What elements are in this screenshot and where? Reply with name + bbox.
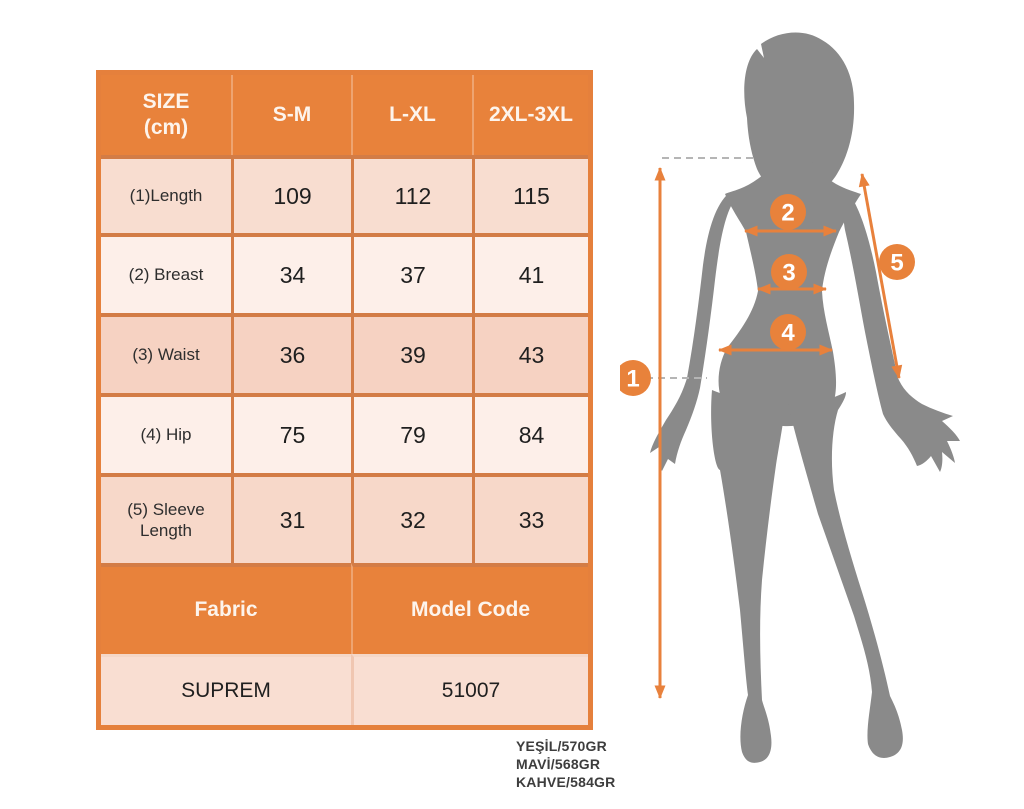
silhouette-right-leg: [788, 392, 903, 758]
size-value: 36: [231, 313, 351, 393]
marker-circle-2: [770, 194, 806, 230]
silhouette-head: [744, 32, 855, 197]
size-value: 79: [351, 393, 472, 473]
table-footer-value-row: SUPREM 51007: [101, 654, 588, 725]
size-value: 33: [472, 473, 588, 563]
table-row-length: (1)Length 109 112 115: [101, 155, 588, 233]
col-header-l-xl: L-XL: [351, 75, 472, 155]
fabric-header: Fabric: [101, 563, 351, 654]
size-value: 34: [231, 233, 351, 313]
row-label: (1)Length: [101, 155, 231, 233]
silhouette-left-leg: [711, 390, 785, 763]
size-value: 84: [472, 393, 588, 473]
table-header-row: SIZE (cm) S-M L-XL 2XL-3XL: [101, 75, 588, 155]
marker-label-1: 1: [626, 366, 639, 393]
row-label: (4) Hip: [101, 393, 231, 473]
size-value: 115: [472, 155, 588, 233]
female-silhouette: [650, 32, 960, 763]
measure-markers: 1 2 3 4 5: [620, 194, 915, 396]
weight-line: MAVİ/568GR: [516, 756, 601, 772]
col-header-2xl-3xl: 2XL-3XL: [472, 75, 588, 155]
model-code-header: Model Code: [351, 563, 588, 654]
size-value: 75: [231, 393, 351, 473]
body-measurement-figure: 1 2 3 4 5: [620, 32, 960, 763]
size-chart-table: SIZE (cm) S-M L-XL 2XL-3XL (1)Length 109…: [96, 70, 593, 730]
measurement-arrows: [654, 167, 903, 699]
fabric-value: SUPREM: [101, 654, 351, 725]
silhouette-left-arm: [650, 193, 735, 471]
marker-label-2: 2: [781, 200, 794, 227]
size-value: 37: [351, 233, 472, 313]
size-value: 39: [351, 313, 472, 393]
row-label: (2) Breast: [101, 233, 231, 313]
marker-circle-3: [771, 254, 807, 290]
marker-label-4: 4: [781, 320, 795, 347]
row-label: (3) Waist: [101, 313, 231, 393]
table-row-waist: (3) Waist 36 39 43: [101, 313, 588, 393]
table-row-breast: (2) Breast 34 37 41: [101, 233, 588, 313]
col-header-s-m: S-M: [231, 75, 351, 155]
marker-circle-5: [879, 244, 915, 280]
table-footer-header-row: Fabric Model Code: [101, 563, 588, 654]
marker-circle-1: [620, 360, 651, 396]
size-value: 32: [351, 473, 472, 563]
size-unit-line1: SIZE: [142, 89, 190, 113]
marker-label-3: 3: [782, 260, 795, 287]
size-value: 112: [351, 155, 472, 233]
size-unit-line2: (cm): [143, 116, 189, 139]
size-unit-header: SIZE (cm): [101, 75, 231, 155]
marker-label-5: 5: [890, 250, 903, 277]
size-value: 31: [231, 473, 351, 563]
colour-weight-note: YEŞİL/570GR MAVİ/568GR KAHVE/584GR: [516, 737, 615, 791]
size-value: 43: [472, 313, 588, 393]
marker-circle-4: [770, 314, 806, 350]
sleeve-arrow: [858, 173, 903, 379]
size-value: 109: [231, 155, 351, 233]
silhouette-right-arm: [843, 196, 960, 472]
table-row-hip: (4) Hip 75 79 84: [101, 393, 588, 473]
row-label: (5) Sleeve Length: [101, 473, 231, 563]
weight-line: KAHVE/584GR: [516, 774, 616, 790]
weight-line: YEŞİL/570GR: [516, 738, 607, 754]
size-value: 41: [472, 233, 588, 313]
table-row-sleeve-length: (5) Sleeve Length 31 32 33: [101, 473, 588, 563]
model-code-value: 51007: [351, 654, 588, 725]
